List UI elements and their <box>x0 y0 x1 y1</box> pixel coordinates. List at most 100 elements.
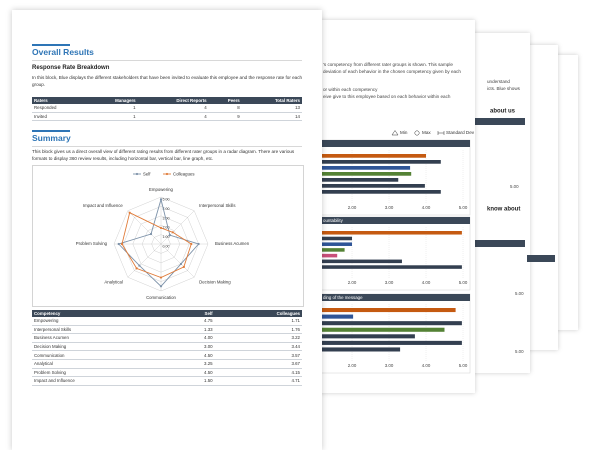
panel-title: ountability <box>323 218 344 223</box>
table-cell: Interpersonal Skills <box>32 325 175 335</box>
table-cell: 4.00 <box>174 333 215 343</box>
table-cell: 3.00 <box>174 342 215 352</box>
axis-label: Business Acumen <box>215 241 250 246</box>
bar <box>315 340 462 345</box>
point <box>179 262 183 266</box>
bar <box>315 265 462 269</box>
axis-label: Communication <box>146 295 176 300</box>
point <box>120 242 124 246</box>
r-tick-label: 1.00 <box>163 235 170 239</box>
legend-icon <box>391 130 399 136</box>
r-tick-label: 0.00 <box>163 244 170 248</box>
panel-header <box>527 255 555 262</box>
table-cell: 1 <box>86 104 138 113</box>
table-cell: 1.71 <box>214 317 302 326</box>
table-row: Empowering 4.75 1.71 <box>32 317 302 326</box>
bar <box>315 184 425 188</box>
panel-header <box>313 294 470 301</box>
bar <box>315 190 441 194</box>
table-cell: 4.75 <box>174 317 215 326</box>
header-cell: Colleagues <box>214 310 302 317</box>
spoke <box>127 243 162 278</box>
point <box>128 211 131 214</box>
r-tick-label: 5.00 <box>163 197 170 201</box>
table-cell: 4.71 <box>214 376 302 386</box>
header-cell: Total Raters <box>241 97 302 104</box>
paragraph: In this block, Blue displays the differe… <box>32 75 303 87</box>
legend-label: Self <box>143 171 151 176</box>
axis-label: Analytical <box>104 279 122 284</box>
bar <box>315 308 456 313</box>
point <box>190 242 193 246</box>
bar <box>315 154 426 158</box>
table-cell: 1.33 <box>174 325 215 335</box>
page-text: deviation of each behavior in the chosen… <box>323 69 461 74</box>
accent-rule <box>32 130 70 132</box>
r-tick-label: 2.00 <box>163 226 170 230</box>
axis-label: 5.00 <box>515 349 524 354</box>
spoke <box>160 210 195 245</box>
legend-icon <box>437 131 445 135</box>
panel-header <box>313 140 470 147</box>
point <box>197 242 200 246</box>
spoke <box>160 243 195 278</box>
competency-table: Competency Self Colleagues Empowering 4.75 1.… <box>32 310 302 386</box>
table-cell: 8 <box>208 104 242 113</box>
paragraph: This block gives us a direct overall vie… <box>32 149 295 161</box>
axis-label: 5.00 <box>510 184 519 189</box>
response-table: Raters Managers Direct Reports Peers Total R… <box>32 97 302 122</box>
bar <box>315 242 352 246</box>
section-title: Summary <box>32 133 71 143</box>
chart-panel <box>312 293 471 374</box>
r-tick-label: 4.00 <box>163 207 170 211</box>
bar <box>315 231 462 235</box>
point <box>135 267 138 270</box>
header-row: Raters Managers Direct Reports Peers Total R… <box>32 97 302 104</box>
page-text: or within each competency <box>323 87 378 92</box>
legend-label: Colleagues <box>173 171 195 176</box>
separator <box>32 146 302 147</box>
bar <box>315 253 338 258</box>
bar <box>315 334 415 339</box>
table-cell: Problem Solving <box>32 368 175 378</box>
point <box>171 231 174 234</box>
legend-label: Max <box>422 130 431 135</box>
x-tick-label: 3.00 <box>385 280 394 285</box>
legend-marker <box>135 172 139 176</box>
bar <box>315 236 352 241</box>
axis-label: 5.00 <box>515 291 524 296</box>
legend-label: Standard Dev <box>446 130 475 135</box>
axis-label: Impact and Influence <box>83 203 124 208</box>
header-row: Competency Self Colleagues <box>32 310 302 317</box>
table-cell: 3.44 <box>214 342 302 352</box>
bar <box>315 259 402 264</box>
legend-marker <box>165 172 169 176</box>
page-text: eive give to this employee based on each… <box>323 94 451 99</box>
axis-label: Interpersonal Skills <box>199 203 235 208</box>
background-pages: understand icts. Blue shows about us kno… <box>300 20 578 393</box>
header-cell: Self <box>174 310 215 317</box>
x-tick-label: 4.00 <box>422 280 431 285</box>
table-cell: 3.22 <box>214 333 302 343</box>
separator <box>32 60 302 61</box>
bar <box>315 314 354 319</box>
spoke <box>127 210 162 245</box>
table-cell: 1.76 <box>214 325 302 335</box>
axis-label: Problem Solving <box>76 241 108 246</box>
axis-label: Empowering <box>149 187 173 192</box>
table-cell: 3.57 <box>214 350 302 360</box>
point <box>168 234 171 237</box>
bar <box>315 327 445 332</box>
table-cell: 9 <box>208 112 242 122</box>
bar <box>315 160 441 164</box>
table-row: Business Acumen 4.00 3.22 <box>32 333 302 343</box>
heading: about us <box>490 109 516 115</box>
table-cell: 4.50 <box>174 368 215 378</box>
bar <box>315 347 401 352</box>
table-cell: 4 <box>137 104 209 113</box>
table-row: Decision Making 3.00 3.44 <box>32 342 302 352</box>
heading: know about <box>487 207 520 213</box>
panel-header <box>475 240 525 247</box>
x-tick-label: 5.00 <box>459 280 468 285</box>
panel-title: ding of the message <box>323 295 363 300</box>
